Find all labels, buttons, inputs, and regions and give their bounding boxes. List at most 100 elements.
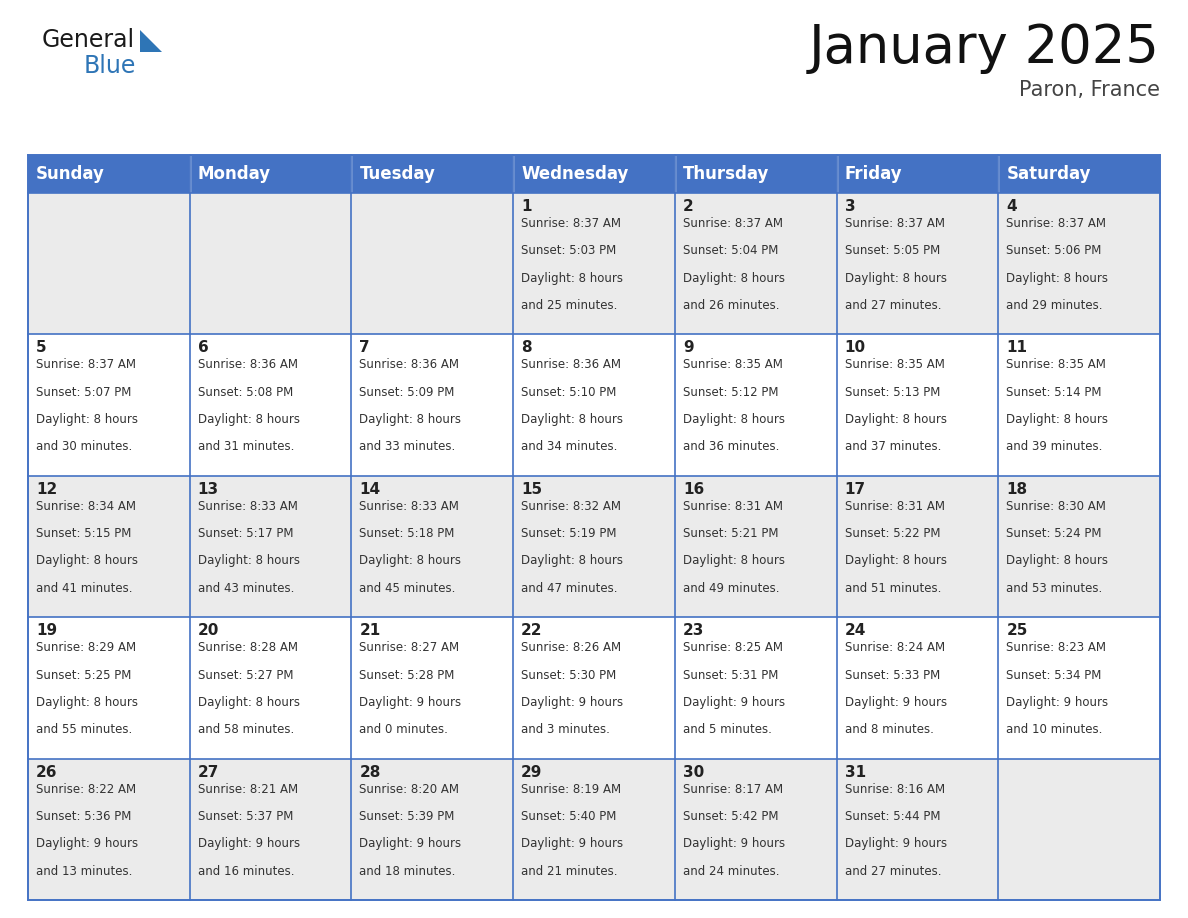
Text: Sunrise: 8:37 AM: Sunrise: 8:37 AM bbox=[683, 217, 783, 230]
Bar bbox=[675, 193, 836, 334]
Text: Sunset: 5:30 PM: Sunset: 5:30 PM bbox=[522, 668, 617, 681]
Text: and 43 minutes.: and 43 minutes. bbox=[197, 582, 295, 595]
Text: Sunday: Sunday bbox=[36, 165, 105, 183]
Text: Sunset: 5:25 PM: Sunset: 5:25 PM bbox=[36, 668, 132, 681]
Text: and 8 minutes.: and 8 minutes. bbox=[845, 723, 934, 736]
Text: Sunset: 5:44 PM: Sunset: 5:44 PM bbox=[845, 810, 940, 823]
Text: Sunset: 5:37 PM: Sunset: 5:37 PM bbox=[197, 810, 293, 823]
Text: Sunrise: 8:19 AM: Sunrise: 8:19 AM bbox=[522, 783, 621, 796]
Text: Saturday: Saturday bbox=[1006, 165, 1091, 183]
Text: Daylight: 8 hours: Daylight: 8 hours bbox=[522, 272, 624, 285]
Text: 20: 20 bbox=[197, 623, 219, 638]
Text: Sunrise: 8:29 AM: Sunrise: 8:29 AM bbox=[36, 641, 137, 655]
Text: Sunrise: 8:35 AM: Sunrise: 8:35 AM bbox=[1006, 358, 1106, 372]
Text: 29: 29 bbox=[522, 765, 543, 779]
Text: Sunset: 5:19 PM: Sunset: 5:19 PM bbox=[522, 527, 617, 540]
Text: 30: 30 bbox=[683, 765, 704, 779]
Text: and 47 minutes.: and 47 minutes. bbox=[522, 582, 618, 595]
Text: 13: 13 bbox=[197, 482, 219, 497]
Text: and 31 minutes.: and 31 minutes. bbox=[197, 441, 295, 453]
Bar bbox=[352, 155, 513, 193]
Text: and 21 minutes.: and 21 minutes. bbox=[522, 865, 618, 878]
Text: Sunset: 5:33 PM: Sunset: 5:33 PM bbox=[845, 668, 940, 681]
Text: Sunrise: 8:21 AM: Sunrise: 8:21 AM bbox=[197, 783, 298, 796]
Text: Daylight: 9 hours: Daylight: 9 hours bbox=[360, 696, 462, 709]
Text: Sunrise: 8:36 AM: Sunrise: 8:36 AM bbox=[197, 358, 298, 372]
Text: Blue: Blue bbox=[84, 54, 137, 78]
Text: Daylight: 8 hours: Daylight: 8 hours bbox=[683, 554, 785, 567]
Text: 26: 26 bbox=[36, 765, 57, 779]
Text: Sunset: 5:22 PM: Sunset: 5:22 PM bbox=[845, 527, 940, 540]
Text: Sunrise: 8:24 AM: Sunrise: 8:24 AM bbox=[845, 641, 944, 655]
Bar bbox=[513, 617, 675, 758]
Text: Sunset: 5:04 PM: Sunset: 5:04 PM bbox=[683, 244, 778, 257]
Text: 17: 17 bbox=[845, 482, 866, 497]
Text: and 27 minutes.: and 27 minutes. bbox=[845, 865, 941, 878]
Text: Sunset: 5:21 PM: Sunset: 5:21 PM bbox=[683, 527, 778, 540]
Text: Paron, France: Paron, France bbox=[1019, 80, 1159, 100]
Text: 6: 6 bbox=[197, 341, 208, 355]
Text: Sunset: 5:28 PM: Sunset: 5:28 PM bbox=[360, 668, 455, 681]
Text: and 13 minutes.: and 13 minutes. bbox=[36, 865, 132, 878]
Text: Sunrise: 8:35 AM: Sunrise: 8:35 AM bbox=[683, 358, 783, 372]
Text: and 41 minutes.: and 41 minutes. bbox=[36, 582, 133, 595]
Bar bbox=[513, 193, 675, 334]
Text: Sunset: 5:42 PM: Sunset: 5:42 PM bbox=[683, 810, 778, 823]
Text: and 51 minutes.: and 51 minutes. bbox=[845, 582, 941, 595]
Text: and 33 minutes.: and 33 minutes. bbox=[360, 441, 456, 453]
Text: and 24 minutes.: and 24 minutes. bbox=[683, 865, 779, 878]
Bar bbox=[29, 334, 190, 476]
Text: Daylight: 9 hours: Daylight: 9 hours bbox=[522, 696, 624, 709]
Text: Sunset: 5:06 PM: Sunset: 5:06 PM bbox=[1006, 244, 1101, 257]
Text: Sunrise: 8:37 AM: Sunrise: 8:37 AM bbox=[36, 358, 135, 372]
Text: Sunset: 5:17 PM: Sunset: 5:17 PM bbox=[197, 527, 293, 540]
Bar bbox=[190, 193, 352, 334]
Text: Sunset: 5:18 PM: Sunset: 5:18 PM bbox=[360, 527, 455, 540]
Bar bbox=[836, 155, 998, 193]
Text: Thursday: Thursday bbox=[683, 165, 770, 183]
Text: Sunrise: 8:25 AM: Sunrise: 8:25 AM bbox=[683, 641, 783, 655]
Text: Tuesday: Tuesday bbox=[360, 165, 435, 183]
Bar bbox=[190, 617, 352, 758]
Text: and 18 minutes.: and 18 minutes. bbox=[360, 865, 456, 878]
Text: Daylight: 9 hours: Daylight: 9 hours bbox=[36, 837, 138, 850]
Text: 25: 25 bbox=[1006, 623, 1028, 638]
Text: Sunset: 5:14 PM: Sunset: 5:14 PM bbox=[1006, 386, 1101, 398]
Text: 9: 9 bbox=[683, 341, 694, 355]
Bar bbox=[998, 334, 1159, 476]
Bar bbox=[836, 758, 998, 900]
Text: Daylight: 8 hours: Daylight: 8 hours bbox=[1006, 554, 1108, 567]
Bar bbox=[513, 758, 675, 900]
Bar bbox=[29, 193, 190, 334]
Text: Sunrise: 8:34 AM: Sunrise: 8:34 AM bbox=[36, 499, 135, 513]
Text: 7: 7 bbox=[360, 341, 369, 355]
Text: 27: 27 bbox=[197, 765, 219, 779]
Text: and 0 minutes.: and 0 minutes. bbox=[360, 723, 448, 736]
Text: Daylight: 8 hours: Daylight: 8 hours bbox=[36, 554, 138, 567]
Text: and 16 minutes.: and 16 minutes. bbox=[197, 865, 295, 878]
Text: Sunrise: 8:17 AM: Sunrise: 8:17 AM bbox=[683, 783, 783, 796]
Bar bbox=[513, 155, 675, 193]
Text: Sunrise: 8:32 AM: Sunrise: 8:32 AM bbox=[522, 499, 621, 513]
Text: Daylight: 8 hours: Daylight: 8 hours bbox=[36, 413, 138, 426]
Text: Daylight: 9 hours: Daylight: 9 hours bbox=[360, 837, 462, 850]
Bar bbox=[675, 476, 836, 617]
Bar bbox=[352, 758, 513, 900]
Text: 24: 24 bbox=[845, 623, 866, 638]
Bar bbox=[675, 758, 836, 900]
Text: 16: 16 bbox=[683, 482, 704, 497]
Text: Daylight: 8 hours: Daylight: 8 hours bbox=[360, 413, 461, 426]
Bar bbox=[190, 758, 352, 900]
Text: Daylight: 8 hours: Daylight: 8 hours bbox=[683, 272, 785, 285]
Bar bbox=[998, 193, 1159, 334]
Text: and 10 minutes.: and 10 minutes. bbox=[1006, 723, 1102, 736]
Text: Sunset: 5:31 PM: Sunset: 5:31 PM bbox=[683, 668, 778, 681]
Bar bbox=[998, 758, 1159, 900]
Text: and 30 minutes.: and 30 minutes. bbox=[36, 441, 132, 453]
Text: Daylight: 8 hours: Daylight: 8 hours bbox=[197, 696, 299, 709]
Text: Daylight: 8 hours: Daylight: 8 hours bbox=[845, 554, 947, 567]
Text: Sunrise: 8:37 AM: Sunrise: 8:37 AM bbox=[845, 217, 944, 230]
Text: 28: 28 bbox=[360, 765, 381, 779]
Text: and 3 minutes.: and 3 minutes. bbox=[522, 723, 609, 736]
Text: Sunrise: 8:33 AM: Sunrise: 8:33 AM bbox=[360, 499, 460, 513]
